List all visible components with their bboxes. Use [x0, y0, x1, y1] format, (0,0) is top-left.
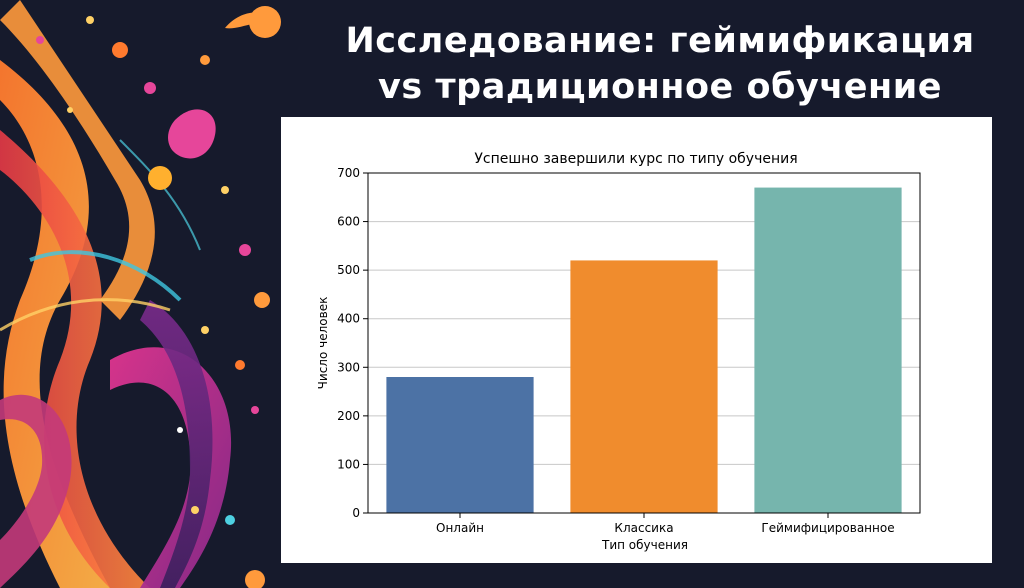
bar-1 — [386, 377, 534, 513]
chart-panel: Успешно завершили курс по типу обучения … — [281, 117, 992, 563]
y-tick-label: 500 — [337, 263, 360, 277]
x-tick-label: Геймифицированное — [761, 521, 894, 535]
y-tick-label: 200 — [337, 409, 360, 423]
x-tick-label: Онлайн — [436, 521, 484, 535]
x-axis-label: Тип обучения — [601, 538, 688, 552]
slide-title: Исследование: геймификация vs традиционн… — [240, 18, 1024, 110]
x-tick-label: Классика — [614, 521, 673, 535]
bar-3 — [754, 187, 902, 514]
bar-chart: Успешно завершили курс по типу обучения … — [316, 151, 921, 552]
slide-title-line-2: vs традиционное обучение — [378, 67, 942, 107]
plot-frame — [367, 172, 921, 514]
y-tick-label: 100 — [337, 457, 360, 471]
slide-title-line-1: Исследование: геймификация — [345, 21, 975, 61]
y-tick-label: 300 — [337, 360, 360, 374]
bar-2 — [570, 260, 718, 513]
y-tick-label: 400 — [337, 312, 360, 326]
y-axis-label: Число человек — [316, 297, 330, 390]
y-tick-label: 600 — [337, 215, 360, 229]
y-tick-label: 700 — [337, 166, 360, 180]
y-tick-label: 0 — [352, 506, 360, 520]
chart-title: Успешно завершили курс по типу обучения — [474, 151, 797, 167]
